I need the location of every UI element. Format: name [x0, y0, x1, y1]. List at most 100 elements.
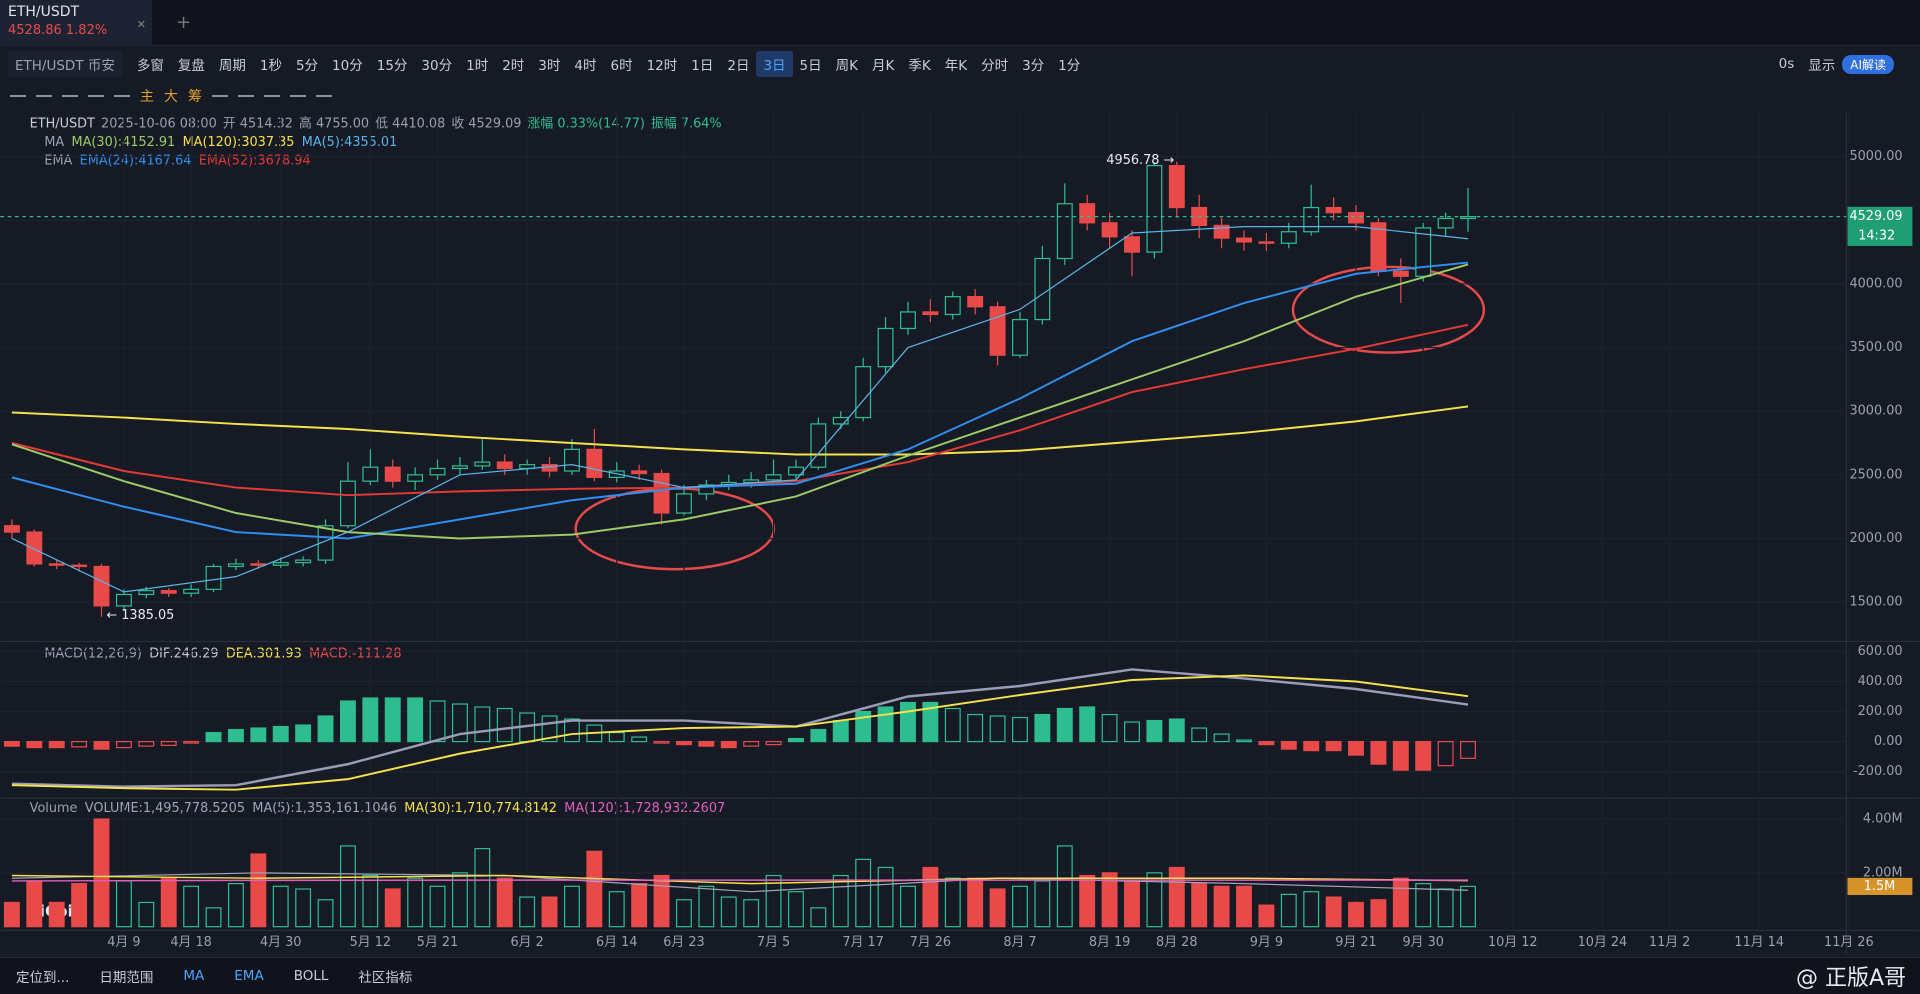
tool[interactable]: 大: [164, 89, 178, 105]
macd-bar: [451, 703, 468, 743]
period-option[interactable]: 30分: [421, 58, 453, 74]
replay[interactable]: 复盘: [177, 58, 205, 74]
macd-bar: [1325, 740, 1342, 752]
period-option[interactable]: 5分: [295, 58, 319, 74]
tool[interactable]: 主: [140, 89, 154, 105]
period-option[interactable]: 6时: [610, 58, 633, 74]
volume-bar: [1415, 883, 1432, 928]
candle-body: [1168, 164, 1185, 209]
period-option[interactable]: 3分: [1022, 58, 1045, 74]
indicator[interactable]: MA: [183, 968, 205, 984]
period-option[interactable]: 12时: [646, 58, 678, 74]
ai-button[interactable]: AI解读: [1842, 54, 1894, 74]
tool-icon[interactable]: [212, 95, 228, 97]
macd-bar: [586, 724, 603, 743]
period-option[interactable]: 3日: [756, 51, 793, 77]
tool-icon[interactable]: [114, 95, 130, 97]
locate[interactable]: 定位到...: [16, 970, 70, 986]
macd-legend: MACD(12,26,9) DIF:246.29 DEA:301.93 MACD:-1…: [44, 646, 401, 661]
indicator[interactable]: EMA: [234, 968, 264, 984]
period-option[interactable]: 1时: [466, 58, 489, 74]
macd-bar: [429, 700, 446, 743]
x-tick-label: 8月 28: [1156, 935, 1197, 950]
macd-bar: [788, 737, 804, 743]
tool-icon[interactable]: [36, 95, 52, 97]
period-option[interactable]: 2日: [727, 58, 750, 74]
period-option[interactable]: 3时: [538, 58, 561, 74]
indicator-line: [11, 261, 1469, 540]
period-option[interactable]: 1分: [1058, 58, 1081, 74]
candle-body: [362, 466, 379, 482]
period-option[interactable]: 4时: [574, 58, 597, 74]
x-tick-label: 11月 14: [1734, 935, 1784, 950]
timer[interactable]: 0s: [1778, 56, 1795, 72]
close-icon[interactable]: ✕: [136, 17, 146, 31]
volume-bar: [1392, 877, 1409, 928]
period-option[interactable]: 分时: [981, 58, 1009, 74]
y-tick-label: 4000.00: [1849, 276, 1902, 291]
period-option[interactable]: 季K: [908, 58, 931, 74]
period-option[interactable]: 1日: [691, 58, 714, 74]
macd-bar: [989, 715, 1006, 743]
macd-bar: [1191, 727, 1208, 743]
macd-bar: [272, 725, 289, 743]
volume-bar: [3, 901, 20, 928]
tab[interactable]: ETH/USDT 4528.86 1.82% ✕: [0, 0, 152, 46]
candle-body: [1392, 270, 1409, 277]
candle-body: [944, 296, 961, 316]
candle-body: [1303, 206, 1320, 233]
add-tab[interactable]: +: [176, 12, 192, 33]
display[interactable]: 显示: [1808, 58, 1836, 74]
multi-window[interactable]: 多窗: [136, 58, 164, 74]
y-tick-label: 2.00M: [1863, 865, 1903, 880]
tab-quote: 4528.86 1.82%: [8, 22, 108, 38]
macd-bar: [832, 719, 849, 743]
tool-icon[interactable]: [316, 95, 332, 97]
candle-body: [93, 565, 110, 607]
period[interactable]: 周期: [218, 58, 246, 74]
macd-bar: [339, 700, 356, 743]
legend-item: 振幅 7.64%: [651, 116, 722, 131]
volume-bar: [810, 907, 827, 928]
period-option[interactable]: 月K: [872, 58, 895, 74]
date-range[interactable]: 日期范围: [99, 970, 154, 986]
indicator[interactable]: BOLL: [293, 968, 329, 984]
period-option[interactable]: 年K: [944, 58, 968, 74]
tool[interactable]: 筹: [188, 89, 202, 105]
legend-title: EMA: [44, 153, 72, 168]
candle-body: [71, 564, 88, 568]
x-tick-label: 7月 17: [842, 935, 883, 950]
tool-icon[interactable]: [238, 95, 254, 97]
tool-icon[interactable]: [264, 95, 280, 97]
volume-bar: [474, 848, 491, 928]
volume-bar: [608, 891, 625, 928]
macd-bar: [519, 712, 536, 743]
community[interactable]: 社区指标: [358, 970, 413, 986]
period-option[interactable]: 15分: [376, 58, 408, 74]
symbol[interactable]: ETH/USDT 币安: [8, 51, 122, 77]
tool-icon[interactable]: [290, 95, 306, 97]
candle-body: [1012, 318, 1028, 356]
tool-icon[interactable]: [88, 95, 104, 97]
period-option[interactable]: 1秒: [259, 58, 282, 74]
legend-title: MA: [44, 135, 64, 150]
period-option[interactable]: 周K: [835, 58, 858, 74]
volume-bar: [496, 877, 513, 928]
volume-bar: [339, 845, 356, 928]
volume-bar: [698, 885, 715, 928]
candle-body: [1124, 236, 1140, 253]
tool-icon[interactable]: [10, 95, 26, 97]
macd-bar: [563, 718, 580, 743]
macd-bar: [474, 706, 491, 743]
candle-body: [183, 588, 200, 594]
x-tick-label: 11月 26: [1824, 935, 1874, 950]
period-option[interactable]: 2时: [502, 58, 525, 74]
candle-body: [138, 590, 155, 596]
legend-item: MA(5):4355.01: [302, 135, 398, 150]
macd-bar: [227, 728, 244, 743]
x-tick-label: 4月 18: [170, 935, 211, 950]
macd-bar: [1124, 721, 1140, 743]
period-option[interactable]: 10分: [332, 58, 363, 74]
tool-icon[interactable]: [62, 95, 78, 97]
period-option[interactable]: 5日: [799, 58, 822, 74]
